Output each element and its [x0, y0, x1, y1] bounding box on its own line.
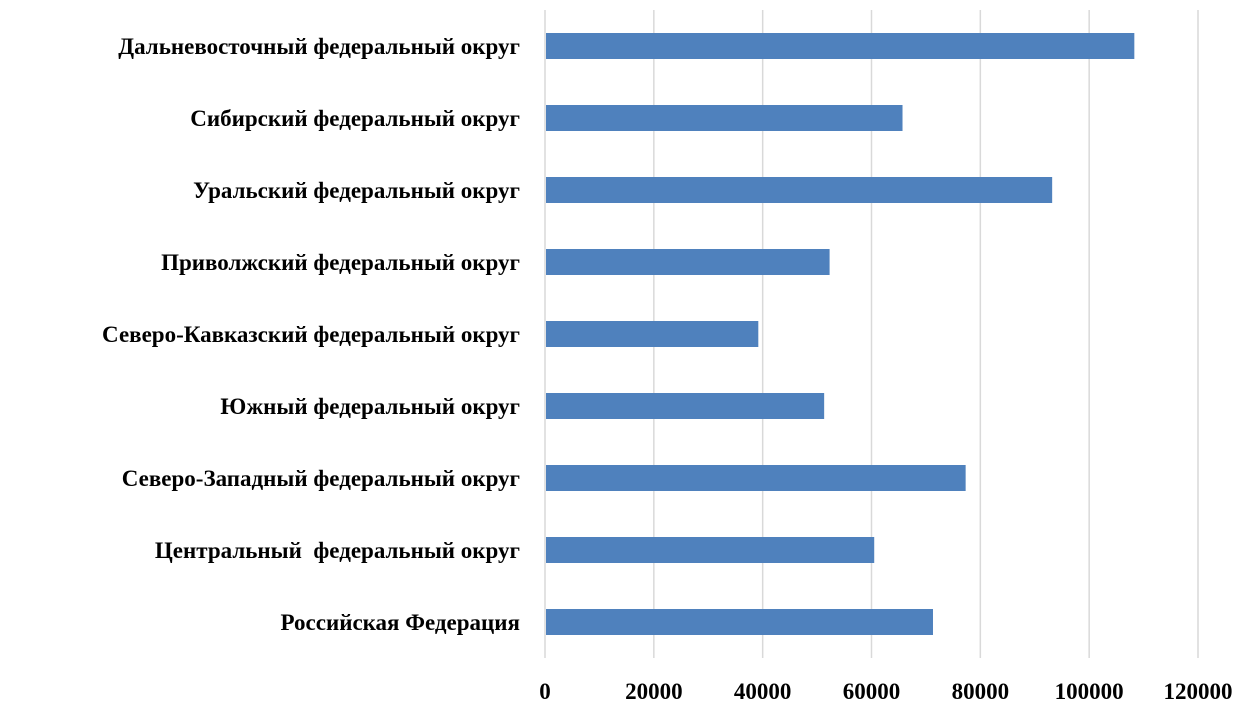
category-label: Уральский федеральный округ — [193, 178, 520, 203]
bar — [546, 105, 903, 131]
bar — [546, 321, 759, 347]
category-label: Сибирский федеральный округ — [190, 106, 520, 131]
category-label: Центральный федеральный округ — [155, 538, 520, 563]
category-label: Северо-Кавказский федеральный округ — [102, 322, 520, 347]
x-tick-label: 80000 — [952, 679, 1010, 704]
category-label: Дальневосточный федеральный округ — [118, 34, 520, 59]
category-labels: Дальневосточный федеральный округ Сибирск… — [102, 34, 520, 635]
category-label: Приволжский федеральный округ — [161, 250, 520, 275]
category-label: Северо-Западный федеральный округ — [122, 466, 520, 491]
category-label: Российская Федерация — [281, 610, 520, 635]
x-axis-tick-labels: 0 20000 40000 60000 80000 100000 120000 — [539, 679, 1232, 704]
bar — [546, 177, 1053, 203]
bar — [546, 249, 830, 275]
category-label: Южный федеральный округ — [220, 394, 520, 419]
x-tick-label: 0 — [539, 679, 551, 704]
x-tick-label: 60000 — [843, 679, 901, 704]
x-tick-label: 120000 — [1164, 679, 1233, 704]
bar — [546, 33, 1135, 59]
x-tick-label: 40000 — [734, 679, 792, 704]
x-tick-label: 20000 — [625, 679, 683, 704]
x-tick-label: 100000 — [1055, 679, 1124, 704]
bar — [546, 393, 825, 419]
bars — [546, 33, 1135, 635]
bar — [546, 465, 966, 491]
bar — [546, 537, 875, 563]
bar — [546, 609, 933, 635]
